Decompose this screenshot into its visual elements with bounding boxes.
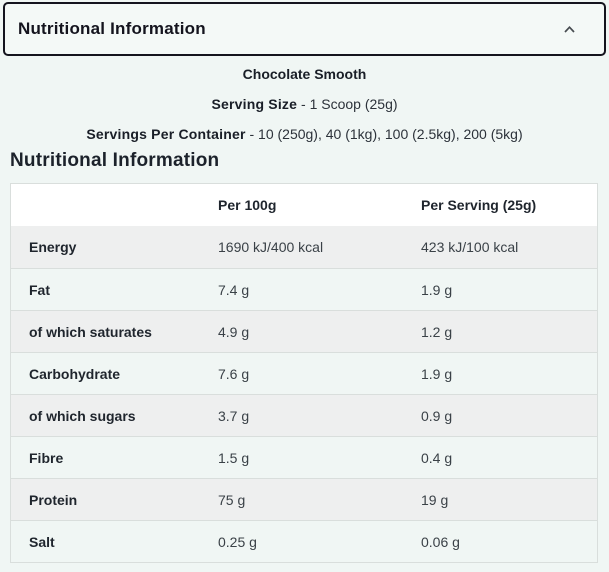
header-per-100g-col: Per 100g — [218, 197, 277, 213]
chevron-up-icon — [563, 25, 576, 34]
header-per-serving-col: Per Serving (25g) — [421, 197, 537, 213]
per-100g-value: 1690 kJ/400 kcal — [218, 239, 324, 255]
nutrient-label: Fat — [29, 281, 50, 298]
serving-size-value: - 1 Scoop (25g) — [301, 96, 398, 112]
nutrition-table: Per 100g Per Serving (25g) Energy 1690 k… — [10, 183, 598, 563]
per-serving-value: 1.9 g — [421, 281, 453, 298]
nutritional-information-accordion-header[interactable]: Nutritional Information — [3, 2, 606, 56]
table-header-row: Per 100g Per Serving (25g) — [11, 184, 597, 226]
table-row-fibre: Fibre 1.5 g 0.4 g — [11, 436, 597, 478]
table-body: Energy 1690 kJ/400 kcal 423 kJ/100 kcal … — [11, 226, 597, 562]
accordion-title: Nutritional Information — [18, 19, 206, 38]
table-row-salt: Salt 0.25 g 0.06 g — [11, 520, 597, 562]
nutrient-label: Energy — [29, 239, 77, 255]
per-100g-value: 3.7 g — [218, 407, 250, 424]
per-100g-value: 0.25 g — [218, 533, 257, 550]
per-serving-value: 0.06 g — [421, 533, 460, 550]
nutrient-label: Salt — [29, 533, 55, 550]
nutrient-label: of which saturates — [29, 323, 152, 340]
servings-per-container-label: Servings Per Container — [86, 126, 246, 142]
nutrient-label: of which sugars — [29, 407, 136, 424]
serving-info-block: Chocolate Smooth Serving Size - 1 Scoop … — [0, 64, 609, 144]
per-serving-value: 423 kJ/100 kcal — [421, 239, 519, 255]
table-row-fat: Fat 7.4 g 1.9 g — [11, 268, 597, 310]
serving-size-line: Serving Size - 1 Scoop (25g) — [0, 94, 609, 114]
flavour-name: Chocolate Smooth — [242, 66, 367, 82]
nutrition-table-heading: Nutritional Information — [10, 150, 220, 171]
nutrient-label: Fibre — [29, 449, 64, 466]
per-serving-value: 19 g — [421, 491, 449, 508]
nutrient-label: Carbohydrate — [29, 365, 121, 382]
table-row-sugars: of which sugars 3.7 g 0.9 g — [11, 394, 597, 436]
per-serving-value: 0.4 g — [421, 449, 453, 466]
serving-size-label: Serving Size — [211, 96, 298, 112]
table-row-carbohydrate: Carbohydrate 7.6 g 1.9 g — [11, 352, 597, 394]
servings-per-container-value: - 10 (250g), 40 (1kg), 100 (2.5kg), 200 … — [249, 126, 523, 142]
table-row-energy: Energy 1690 kJ/400 kcal 423 kJ/100 kcal — [11, 226, 597, 268]
per-serving-value: 1.9 g — [421, 365, 453, 382]
per-100g-value: 4.9 g — [218, 323, 250, 340]
per-100g-value: 7.4 g — [218, 281, 250, 298]
table-row-protein: Protein 75 g 19 g — [11, 478, 597, 520]
per-100g-value: 1.5 g — [218, 449, 250, 466]
per-100g-value: 7.6 g — [218, 365, 250, 382]
per-100g-value: 75 g — [218, 491, 246, 508]
nutrient-label: Protein — [29, 491, 78, 508]
per-serving-value: 0.9 g — [421, 407, 453, 424]
per-serving-value: 1.2 g — [421, 323, 453, 340]
table-row-saturates: of which saturates 4.9 g 1.2 g — [11, 310, 597, 352]
servings-per-container-line: Servings Per Container - 10 (250g), 40 (… — [0, 124, 609, 144]
